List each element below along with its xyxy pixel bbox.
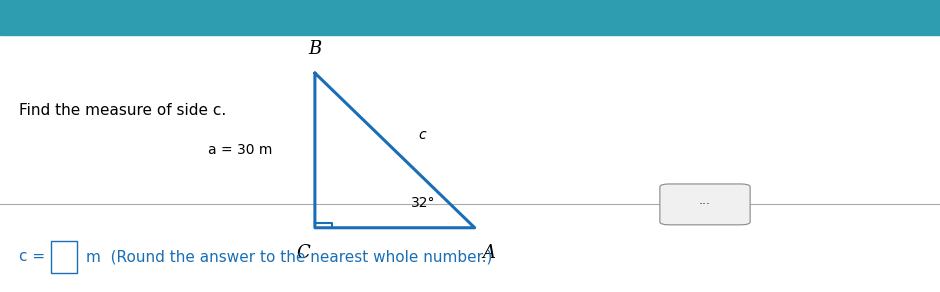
Text: c: c [418,128,426,142]
FancyBboxPatch shape [660,184,750,225]
FancyBboxPatch shape [51,241,77,273]
Text: C: C [297,244,310,262]
Text: m  (Round the answer to the nearest whole number.): m (Round the answer to the nearest whole… [86,249,492,265]
Text: c =: c = [19,249,45,265]
Bar [0,0,940,35]
Text: 32°: 32° [411,196,435,210]
Text: A: A [482,244,495,262]
Text: ···: ··· [699,198,711,211]
Text: a = 30 m: a = 30 m [209,143,273,157]
Text: B: B [308,40,321,58]
Text: Find the measure of side c.: Find the measure of side c. [19,103,226,119]
